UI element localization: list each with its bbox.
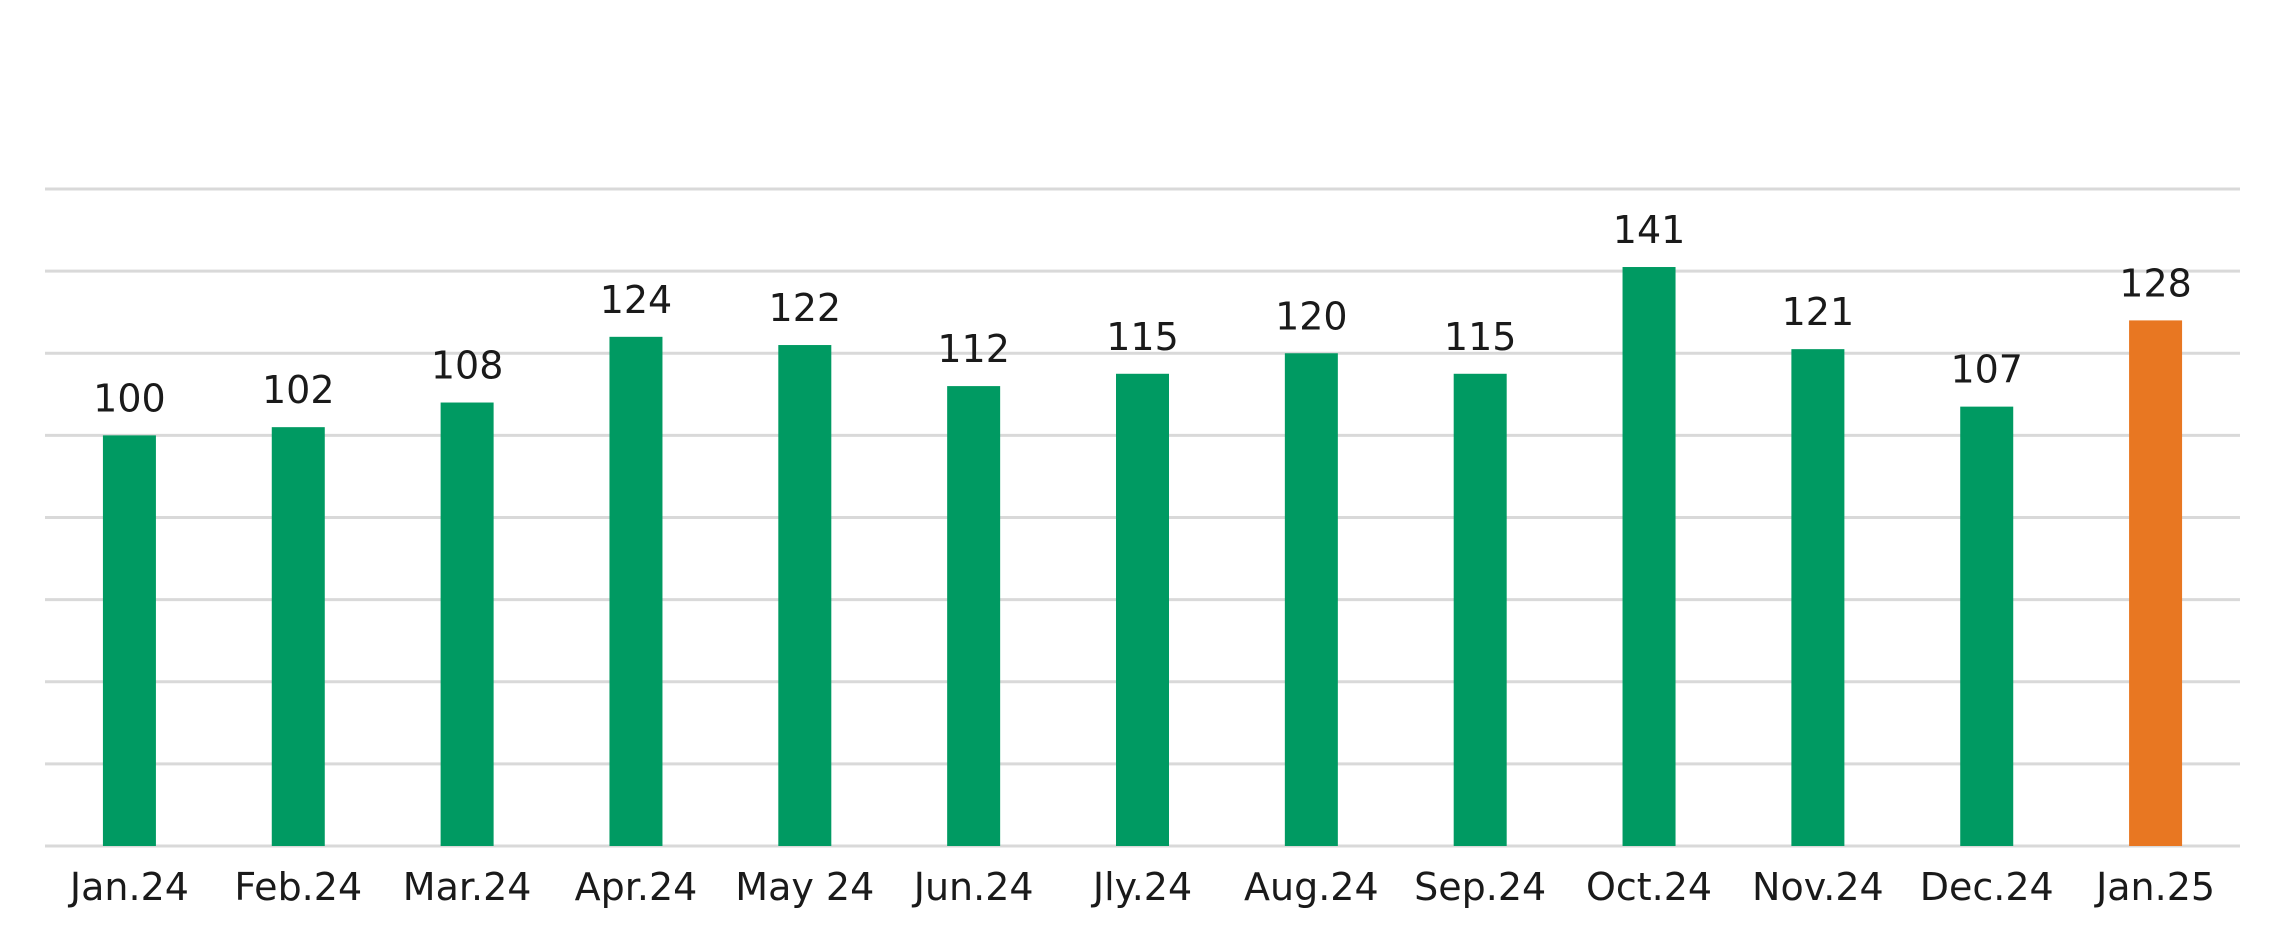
- bar-jun-24: [947, 386, 1001, 846]
- data-label: 115: [1444, 315, 1517, 359]
- data-label: 122: [769, 286, 842, 330]
- bar-jan-24: [102, 435, 156, 846]
- x-tick-label: Aug.24: [1244, 865, 1379, 909]
- x-tick-label: Feb.24: [234, 865, 362, 909]
- data-label: 120: [1275, 294, 1348, 338]
- bar-dec-24: [1960, 406, 2014, 846]
- data-label: 124: [600, 278, 673, 322]
- data-label: 141: [1613, 208, 1686, 252]
- x-tick-label: Jan.24: [68, 865, 189, 909]
- data-label: 121: [1782, 290, 1855, 334]
- data-label: 128: [2119, 261, 2192, 305]
- x-tick-label: Oct.24: [1586, 865, 1712, 909]
- data-labels: 100 102 108 124 122 112 115 120 115 141 121 107 128: [93, 208, 2192, 420]
- data-label: 115: [1106, 315, 1179, 359]
- x-tick-label: Dec.24: [1920, 865, 2054, 909]
- x-tick-label: Nov.24: [1752, 865, 1884, 909]
- x-tick-label: May 24: [735, 865, 874, 909]
- bar-sep-24: [1453, 373, 1507, 846]
- x-axis-tick-labels: Jan.24 Feb.24 Mar.24 Apr.24 May 24 Jun.24 Jly.…: [68, 865, 2215, 909]
- x-tick-label: Sep.24: [1414, 865, 1546, 909]
- data-label: 100: [93, 376, 166, 420]
- data-label: 112: [937, 327, 1010, 371]
- bars: [102, 267, 2183, 846]
- x-tick-label: Jly.24: [1091, 865, 1192, 909]
- bar-jly-24: [1116, 373, 1169, 846]
- data-label: 107: [1950, 348, 2023, 392]
- x-tick-label: Apr.24: [575, 865, 698, 909]
- data-label: 102: [262, 368, 335, 412]
- data-label: 108: [431, 344, 504, 388]
- bar-feb-24: [271, 427, 325, 846]
- x-tick-label: Mar.24: [403, 865, 532, 909]
- bar-apr-24: [609, 336, 663, 846]
- x-tick-label: Jun.24: [912, 865, 1034, 909]
- bar-aug-24: [1284, 353, 1338, 846]
- bar-oct-24: [1622, 267, 1676, 846]
- bar-jan-25: [2129, 320, 2183, 846]
- bar-may-24: [778, 345, 832, 846]
- bar-mar-24: [440, 402, 494, 846]
- bar-nov-24: [1791, 349, 1845, 846]
- x-tick-label: Jan.25: [2094, 865, 2215, 909]
